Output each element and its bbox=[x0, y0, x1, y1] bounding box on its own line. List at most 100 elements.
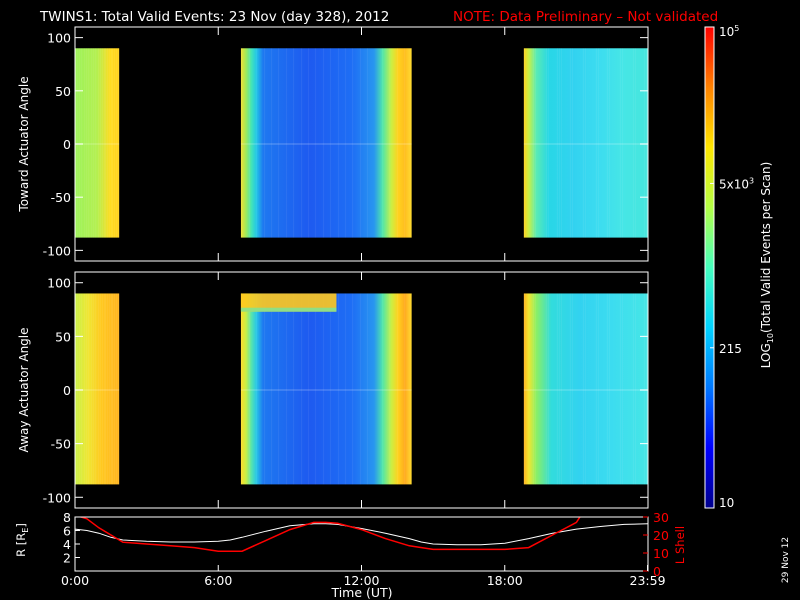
heatmap-texture bbox=[571, 293, 574, 485]
heatmap-texture bbox=[81, 293, 83, 485]
heatmap-texture bbox=[102, 293, 104, 485]
preliminary-note: NOTE: Data Preliminary – Not validated bbox=[453, 9, 718, 25]
heatmap-texture bbox=[105, 48, 107, 238]
heatmap-texture bbox=[100, 293, 102, 485]
heatmap-texture bbox=[329, 293, 332, 485]
heatmap-texture bbox=[98, 48, 100, 238]
heatmap-texture bbox=[645, 48, 648, 238]
heatmap-texture bbox=[285, 293, 288, 485]
r-tick-label: 4 bbox=[63, 537, 71, 552]
heatmap-band bbox=[240, 293, 337, 312]
heatmap-block bbox=[240, 293, 412, 485]
y-tick-label: 0 bbox=[63, 137, 71, 152]
heatmap-texture bbox=[606, 293, 609, 485]
heatmap-texture bbox=[608, 48, 611, 238]
r-tick-label: 2 bbox=[63, 551, 71, 566]
heatmap-texture bbox=[344, 293, 347, 485]
heatmap-texture bbox=[102, 48, 104, 238]
heatmap-texture bbox=[532, 48, 535, 238]
heatmap-texture bbox=[643, 293, 646, 485]
heatmap-texture bbox=[523, 293, 526, 485]
x-tick-label: 23:59 bbox=[630, 573, 666, 588]
heatmap-texture bbox=[534, 293, 537, 485]
heatmap-texture bbox=[366, 48, 369, 238]
heatmap-texture bbox=[112, 293, 114, 485]
heatmap-texture bbox=[619, 48, 622, 238]
colorbar-tick-label: 5x103 bbox=[719, 176, 754, 191]
heatmap-texture bbox=[116, 293, 118, 485]
heatmap-block bbox=[75, 293, 120, 485]
heatmap-texture bbox=[263, 293, 266, 485]
heatmap-texture bbox=[632, 293, 635, 485]
heatmap-texture bbox=[571, 48, 574, 238]
heatmap-texture bbox=[556, 293, 559, 485]
heatmap-texture bbox=[77, 293, 79, 485]
heatmap-texture bbox=[621, 48, 624, 238]
heatmap-texture bbox=[560, 293, 563, 485]
x-axis-label: Time (UT) bbox=[330, 585, 392, 600]
heatmap-texture bbox=[366, 293, 369, 485]
heatmap-texture bbox=[359, 293, 362, 485]
lshell-tick-label: 30 bbox=[653, 510, 669, 525]
toward-heatmap-panel: 100 50 0 -50 -100 bbox=[43, 26, 649, 262]
heatmap-texture bbox=[300, 48, 303, 238]
heatmap-texture bbox=[337, 293, 340, 485]
heatmap-texture bbox=[118, 48, 120, 238]
x-tick-label: 0:00 bbox=[61, 573, 89, 588]
heatmap-texture bbox=[93, 293, 95, 485]
heatmap-texture bbox=[112, 48, 114, 238]
heatmap-texture bbox=[84, 293, 86, 485]
heatmap-texture bbox=[569, 293, 572, 485]
heatmap-texture bbox=[344, 48, 347, 238]
heatmap-texture bbox=[277, 48, 280, 238]
heatmap-texture bbox=[111, 293, 113, 485]
heatmap-texture bbox=[597, 293, 600, 485]
heatmap-texture bbox=[388, 48, 391, 238]
y-tick-label: 50 bbox=[55, 84, 71, 99]
heatmap-texture bbox=[547, 48, 550, 238]
heatmap-texture bbox=[634, 293, 637, 485]
heatmap-texture bbox=[285, 48, 288, 238]
heatmap-texture bbox=[359, 48, 362, 238]
heatmap-texture bbox=[93, 48, 95, 238]
y-tick-label: 50 bbox=[55, 329, 71, 344]
heatmap-texture bbox=[81, 48, 83, 238]
heatmap-texture bbox=[556, 48, 559, 238]
heatmap-texture bbox=[595, 293, 598, 485]
heatmap-texture bbox=[116, 48, 118, 238]
heatmap-texture bbox=[104, 293, 106, 485]
heatmap-texture bbox=[91, 48, 93, 238]
heatmap-texture bbox=[270, 293, 273, 485]
r-line bbox=[75, 523, 648, 546]
heatmap-texture bbox=[388, 293, 391, 485]
heatmap-texture bbox=[381, 48, 384, 238]
heatmap-texture bbox=[307, 293, 310, 485]
heatmap-texture bbox=[322, 48, 325, 238]
heatmap-texture bbox=[558, 48, 561, 238]
y-tick-label: -50 bbox=[51, 190, 71, 205]
heatmap-block bbox=[75, 48, 120, 238]
toward-ylabel: Toward Actuator Angle bbox=[17, 76, 31, 212]
heatmap-texture bbox=[263, 48, 266, 238]
heatmap-texture bbox=[558, 293, 561, 485]
heatmap-texture bbox=[107, 293, 109, 485]
heatmap-texture bbox=[75, 293, 77, 485]
heatmap-texture bbox=[403, 48, 406, 238]
lshell-tick-label: 10 bbox=[653, 546, 669, 561]
y-tick-label: 100 bbox=[47, 31, 71, 46]
lshell-line bbox=[78, 517, 581, 552]
heatmap-texture bbox=[545, 293, 548, 485]
heatmap-texture bbox=[100, 48, 102, 238]
heatmap-texture bbox=[351, 48, 354, 238]
x-tick-label: 18:00 bbox=[487, 573, 523, 588]
heatmap-texture bbox=[255, 48, 258, 238]
y-tick-label: -50 bbox=[51, 437, 71, 452]
heatmap-texture bbox=[118, 293, 120, 485]
heatmap-texture bbox=[396, 293, 399, 485]
heatmap-texture bbox=[114, 48, 116, 238]
heatmap-texture bbox=[582, 293, 585, 485]
heatmap-texture bbox=[582, 48, 585, 238]
heatmap-texture bbox=[584, 48, 587, 238]
r-tick-label: 6 bbox=[63, 524, 71, 539]
heatmap-texture bbox=[534, 48, 537, 238]
